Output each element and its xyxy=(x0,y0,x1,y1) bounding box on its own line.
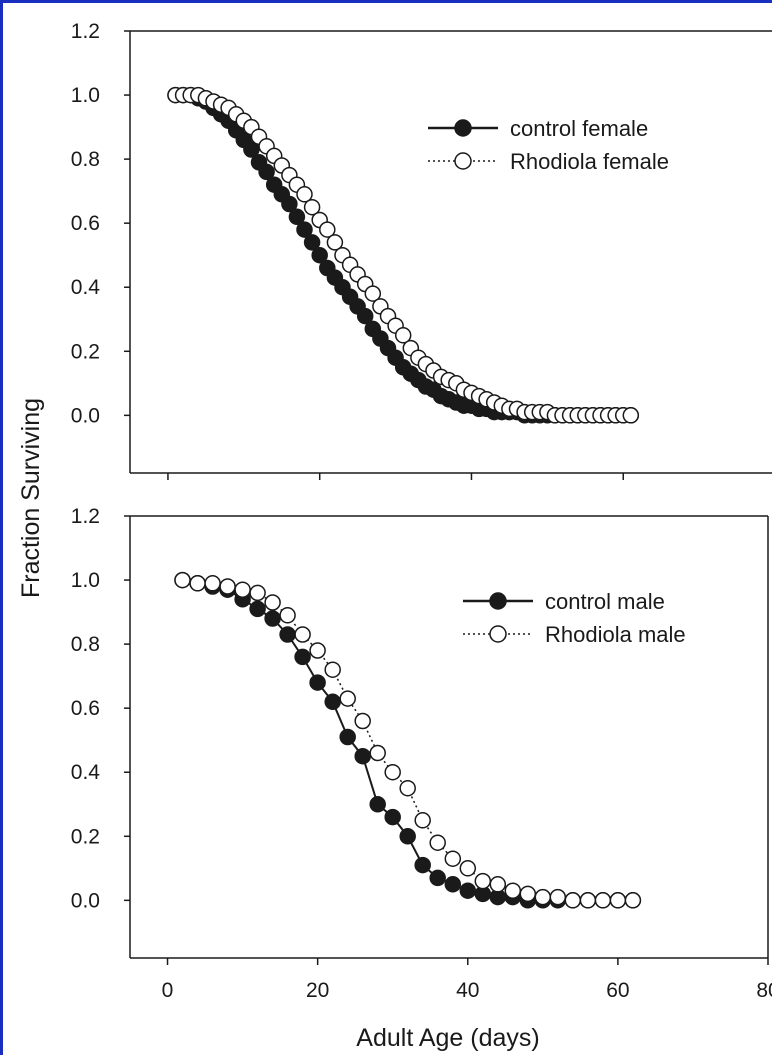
data-point xyxy=(174,571,191,589)
y-tick-label: 0.6 xyxy=(71,212,100,235)
data-point xyxy=(324,693,341,711)
data-point xyxy=(264,610,281,627)
y-tick-label: 1.2 xyxy=(71,20,100,43)
data-point xyxy=(339,728,356,746)
data-point xyxy=(296,186,313,203)
data-point xyxy=(279,626,296,643)
legend-label: control male xyxy=(545,589,665,614)
panel-bottom: 0.0 0.2 0.4 0.6 0.8 1.0 1.2 0 20 40 60 80 control ma… xyxy=(71,505,772,1002)
data-point xyxy=(311,246,328,264)
y-tick-label: 1.0 xyxy=(71,569,100,592)
data-point xyxy=(429,869,446,887)
data-point xyxy=(249,600,266,618)
data-point xyxy=(339,690,356,707)
data-point xyxy=(489,876,507,893)
y-tick-label: 0.8 xyxy=(71,148,100,171)
survival-chart: Fraction Surviving Adult Age (days) 0.00… xyxy=(17,20,772,1052)
data-point xyxy=(459,882,477,899)
data-point xyxy=(309,674,326,691)
data-point xyxy=(504,882,522,899)
data-point xyxy=(204,575,221,592)
data-point xyxy=(622,407,640,424)
legend-marker xyxy=(489,625,507,643)
data-point xyxy=(264,594,281,611)
data-point xyxy=(414,856,431,874)
data-point xyxy=(234,581,251,598)
data-point xyxy=(309,642,326,659)
data-point xyxy=(579,892,597,909)
data-point xyxy=(519,885,537,903)
legend-label: Rhodiola male xyxy=(545,622,686,647)
x-tick-label: 60 xyxy=(606,979,629,1002)
y-tick-label: 0.0 xyxy=(71,404,100,427)
panel-top: 0.0 0.2 0.4 0.6 0.8 1.0 1.2 control female Rhodi… xyxy=(71,20,772,480)
legend-marker xyxy=(454,152,472,170)
legend-marker xyxy=(454,119,472,137)
data-point xyxy=(624,892,642,909)
x-tick-label: 40 xyxy=(456,979,479,1002)
data-point xyxy=(279,607,296,624)
y-tick-label: 0.2 xyxy=(71,825,100,848)
x-tick-label: 20 xyxy=(306,979,329,1002)
data-point xyxy=(459,860,477,877)
data-point xyxy=(294,648,311,666)
data-point xyxy=(354,712,371,730)
data-point xyxy=(429,834,446,851)
data-point xyxy=(324,661,341,678)
data-point xyxy=(444,850,462,867)
y-tick-label: 0.2 xyxy=(71,340,100,363)
data-point xyxy=(354,747,371,765)
data-point xyxy=(399,828,416,845)
y-tick-label: 1.0 xyxy=(71,84,100,107)
y-tick-label: 0.8 xyxy=(71,633,100,656)
data-point xyxy=(549,888,567,906)
legend-label: Rhodiola female xyxy=(510,149,669,174)
data-point xyxy=(296,221,313,238)
y-tick-label: 0.6 xyxy=(71,697,100,720)
data-point xyxy=(609,892,627,909)
data-point xyxy=(303,234,321,251)
data-point xyxy=(564,892,582,909)
data-point xyxy=(288,208,306,226)
data-point xyxy=(189,575,206,592)
y-tick-label: 1.2 xyxy=(71,505,100,528)
data-point xyxy=(303,198,321,216)
data-point xyxy=(364,285,382,302)
data-point xyxy=(534,888,552,906)
y-tick-label: 0.4 xyxy=(71,276,101,299)
data-point xyxy=(384,808,401,826)
data-point xyxy=(326,234,344,251)
data-point xyxy=(369,744,386,762)
data-point xyxy=(414,812,431,829)
legend-label: control female xyxy=(510,116,648,141)
x-tick-label: 80 xyxy=(756,979,772,1002)
data-point xyxy=(356,307,374,325)
data-point xyxy=(219,578,236,595)
data-point xyxy=(444,876,462,893)
x-axis-title: Adult Age (days) xyxy=(356,1024,539,1052)
data-point xyxy=(399,779,416,797)
data-point xyxy=(319,221,336,238)
data-point xyxy=(258,163,275,181)
legend-marker xyxy=(489,592,507,610)
data-point xyxy=(249,584,266,602)
y-tick-label: 0.0 xyxy=(71,889,100,912)
data-point xyxy=(243,141,260,158)
data-point xyxy=(281,195,298,213)
data-point xyxy=(594,892,612,909)
data-point xyxy=(369,796,386,813)
data-point xyxy=(384,763,401,781)
y-axis-title: Fraction Surviving xyxy=(17,398,45,598)
x-tick-label: 0 xyxy=(162,979,174,1002)
data-point xyxy=(474,872,492,890)
data-point xyxy=(394,327,412,344)
data-point xyxy=(294,626,311,643)
y-tick-label: 0.4 xyxy=(71,761,101,784)
